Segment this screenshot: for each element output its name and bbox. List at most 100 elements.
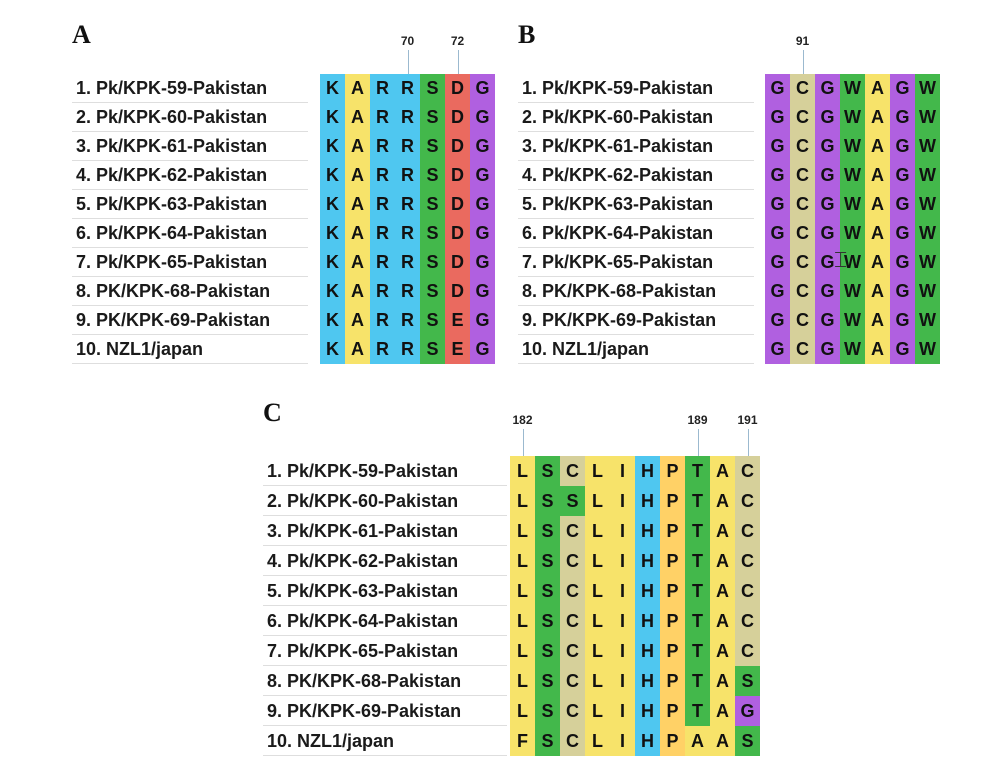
residue-cell: D (445, 103, 470, 132)
residue-cell: C (790, 248, 815, 277)
residue-cell: G (765, 306, 790, 335)
residue-cell: S (535, 606, 560, 636)
residue-cell: A (345, 277, 370, 306)
residue-cell: I (610, 726, 635, 756)
residue-cell: G (470, 335, 495, 364)
sequence-name: 4. Pk/KPK-62-Pakistan (72, 161, 308, 190)
residue-cell: G (890, 161, 915, 190)
sequence-name: 3. Pk/KPK-61-Pakistan (263, 516, 507, 546)
residue-cell: L (585, 456, 610, 486)
residue-cell: C (790, 132, 815, 161)
position-label: 182 (512, 413, 533, 427)
residue-cell: A (865, 335, 890, 364)
residue-cell: G (890, 103, 915, 132)
residue-cell: A (710, 546, 735, 576)
residue-cell: E (445, 335, 470, 364)
residue-cell: I (610, 666, 635, 696)
residue-cell: A (685, 726, 710, 756)
residue-cell: W (840, 132, 865, 161)
residue-cell: S (535, 456, 560, 486)
residue-cell: W (840, 335, 865, 364)
residue-cell: A (345, 74, 370, 103)
position-label: 191 (737, 413, 758, 427)
residue-cell: T (685, 606, 710, 636)
sequence-name: 4. Pk/KPK-62-Pakistan (263, 546, 507, 576)
sequence-name: 1. Pk/KPK-59-Pakistan (518, 74, 754, 103)
residue-cell: G (815, 277, 840, 306)
residue-cell: S (420, 161, 445, 190)
residue-cell: T (685, 666, 710, 696)
residue-cell: A (710, 636, 735, 666)
residue-cell: K (320, 74, 345, 103)
residue-cell: T (685, 636, 710, 666)
residue-cell: R (370, 248, 395, 277)
residue-cell: I (610, 636, 635, 666)
residue-cell: H (635, 636, 660, 666)
residue-cell: R (370, 103, 395, 132)
residue-cell: I (610, 516, 635, 546)
sequence-name: 1. Pk/KPK-59-Pakistan (263, 456, 507, 486)
residue-cell: I (610, 486, 635, 516)
residue-cell: G (765, 277, 790, 306)
residue-cell: R (395, 306, 420, 335)
residue-cell: W (840, 248, 865, 277)
residue-cell: L (510, 486, 535, 516)
sequence-name: 9. PK/KPK-69-Pakistan (72, 306, 308, 335)
residue-cell: A (345, 103, 370, 132)
residue-cell: S (560, 486, 585, 516)
residue-cell: P (660, 636, 685, 666)
residue-cell: C (560, 636, 585, 666)
sequence-name: 7. Pk/KPK-65-Pakistan (518, 248, 754, 277)
sequence-name: 10. NZL1/japan (518, 335, 754, 364)
residue-cell: S (535, 666, 560, 696)
residue-cell: C (735, 456, 760, 486)
residue-cell: R (370, 335, 395, 364)
residue-cell: L (585, 636, 610, 666)
residue-cell: W (840, 306, 865, 335)
residue-cell: G (470, 132, 495, 161)
residue-cell: W (840, 277, 865, 306)
residue-cell: G (470, 248, 495, 277)
position-label: 72 (450, 34, 465, 48)
residue-cell: A (710, 726, 735, 756)
residue-cell: D (445, 190, 470, 219)
residue-cell: K (320, 219, 345, 248)
position-tick (802, 50, 804, 74)
residue-cell: G (815, 74, 840, 103)
residue-cell: H (635, 606, 660, 636)
sequence-name: 7. Pk/KPK-65-Pakistan (263, 636, 507, 666)
residue-cell: G (890, 335, 915, 364)
residue-cell: H (635, 666, 660, 696)
residue-cell: C (560, 696, 585, 726)
residue-cell: A (710, 606, 735, 636)
residue-cell: D (445, 74, 470, 103)
residue-cell: A (345, 190, 370, 219)
residue-cell: L (510, 606, 535, 636)
residue-cell: G (470, 190, 495, 219)
residue-cell: C (560, 516, 585, 546)
residue-cell: L (510, 696, 535, 726)
residue-cell: L (585, 726, 610, 756)
position-label: 189 (687, 413, 708, 427)
position-tick (457, 50, 459, 74)
residue-cell: G (765, 190, 790, 219)
residue-cell: R (370, 132, 395, 161)
residue-cell: S (535, 576, 560, 606)
residue-cell: R (395, 74, 420, 103)
residue-cell: G (735, 696, 760, 726)
residue-cell: C (735, 486, 760, 516)
residue-cell: W (915, 132, 940, 161)
residue-cell: G (470, 74, 495, 103)
residue-cell: W (915, 277, 940, 306)
residue-cell: C (790, 306, 815, 335)
residue-cell: C (790, 219, 815, 248)
residue-cell: L (510, 576, 535, 606)
position-label: 70 (400, 34, 415, 48)
residue-cell: S (420, 74, 445, 103)
residue-cell: G (765, 248, 790, 277)
residue-cell: G (470, 306, 495, 335)
residue-cell: K (320, 132, 345, 161)
residue-cell: G (890, 74, 915, 103)
residue-cell: C (735, 546, 760, 576)
residue-cell: K (320, 248, 345, 277)
